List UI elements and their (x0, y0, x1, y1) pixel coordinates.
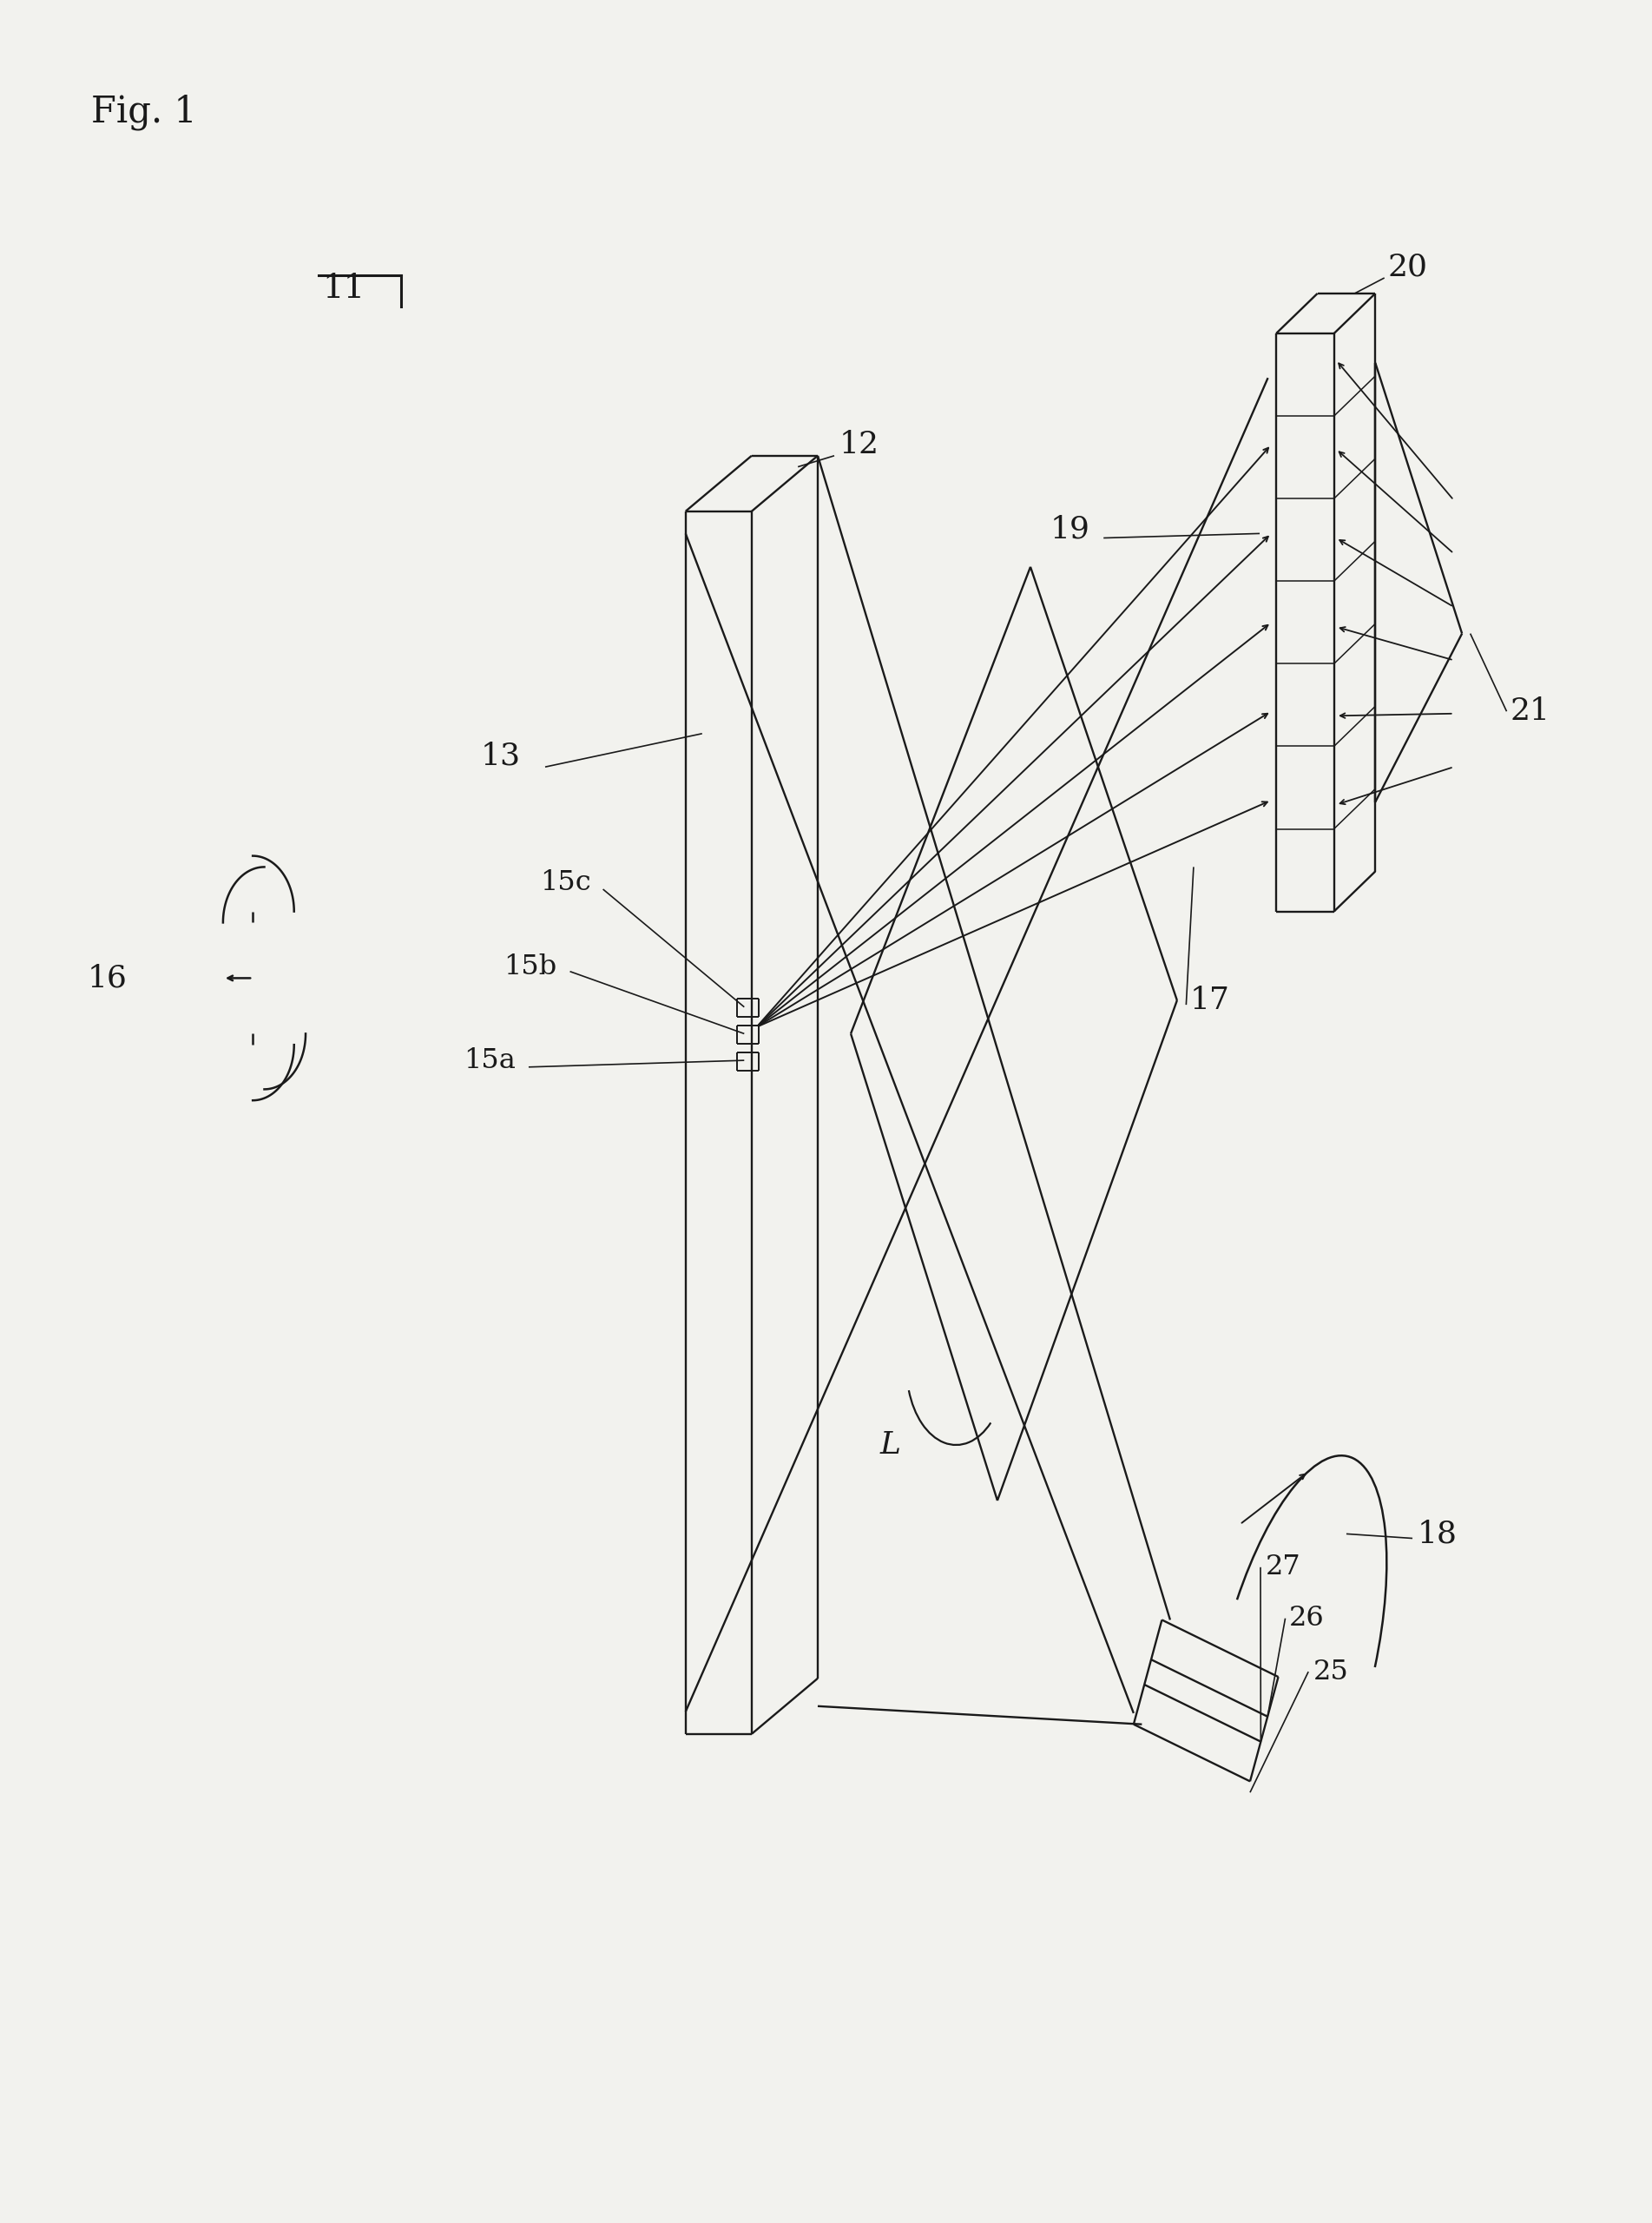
Text: 18: 18 (1417, 1518, 1457, 1549)
Text: 19: 19 (1051, 514, 1090, 545)
Text: 17: 17 (1189, 985, 1229, 1016)
Text: 15c: 15c (540, 869, 591, 896)
Text: L: L (879, 1429, 900, 1461)
Text: 25: 25 (1313, 1658, 1348, 1685)
Text: 27: 27 (1265, 1554, 1300, 1581)
Text: Fig. 1: Fig. 1 (91, 93, 197, 129)
Text: 26: 26 (1289, 1605, 1323, 1632)
Text: 13: 13 (481, 740, 520, 771)
Text: 21: 21 (1510, 696, 1550, 727)
Text: 12: 12 (839, 429, 879, 460)
Text: 15b: 15b (504, 954, 557, 980)
Text: 15a: 15a (464, 1047, 515, 1074)
Text: 16: 16 (88, 963, 127, 994)
Text: 11: 11 (322, 273, 365, 305)
Text: 20: 20 (1388, 251, 1427, 282)
